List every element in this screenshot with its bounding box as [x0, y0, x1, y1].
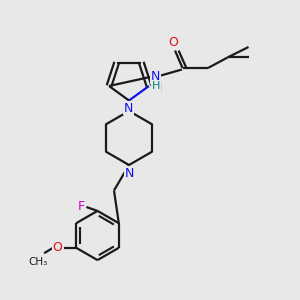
Text: N: N — [153, 82, 162, 95]
Text: O: O — [53, 241, 62, 254]
Text: F: F — [77, 200, 85, 213]
Text: N: N — [124, 167, 134, 180]
Text: O: O — [169, 36, 178, 49]
Text: N: N — [151, 70, 160, 83]
Text: H: H — [152, 81, 160, 91]
Text: CH₃: CH₃ — [28, 256, 48, 267]
Text: N: N — [124, 101, 133, 115]
